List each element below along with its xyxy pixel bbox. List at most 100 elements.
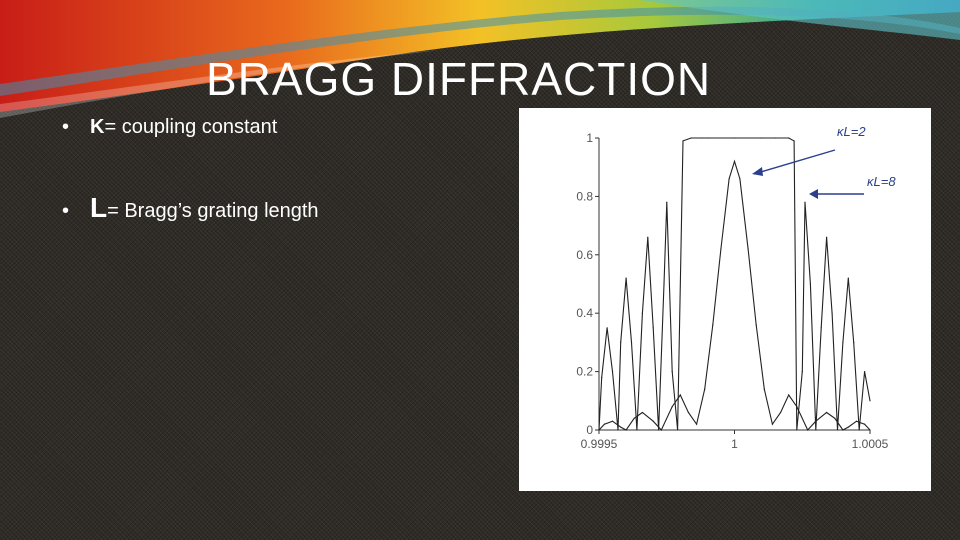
data-point-kl8 bbox=[652, 327, 654, 329]
data-point-kl8 bbox=[617, 429, 619, 431]
data-point-kl2 bbox=[739, 178, 741, 180]
data-point-kl8 bbox=[647, 236, 649, 238]
annotation-kl2: κL=2 bbox=[837, 124, 866, 139]
data-point-kl8 bbox=[636, 429, 638, 431]
series-line-kl2 bbox=[598, 159, 871, 431]
data-point-kl2 bbox=[755, 324, 757, 326]
annotation-kl8: κL=8 bbox=[867, 174, 896, 189]
data-point-kl8 bbox=[598, 429, 600, 431]
slide-title: BRAGG DIFFRACTION bbox=[206, 53, 712, 105]
data-point-kl2 bbox=[763, 388, 765, 390]
data-point-kl8 bbox=[733, 137, 736, 139]
arrowhead-kl2 bbox=[752, 167, 763, 176]
data-point-kl8 bbox=[701, 137, 703, 139]
y-tick-label: 0.8 bbox=[576, 189, 593, 203]
data-point-kl8 bbox=[682, 140, 684, 142]
data-point-kl8 bbox=[788, 137, 790, 139]
data-point-kl8 bbox=[611, 371, 614, 373]
data-point-kl8 bbox=[658, 429, 660, 431]
data-point-kl2 bbox=[855, 420, 858, 422]
y-tick-label: 0.6 bbox=[576, 248, 593, 262]
data-point-kl2 bbox=[779, 411, 782, 414]
data-point-kl2 bbox=[728, 178, 730, 180]
data-point-kl8 bbox=[820, 327, 822, 329]
data-point-kl8 bbox=[793, 140, 795, 142]
data-point-kl8 bbox=[809, 283, 811, 285]
data-point-kl8 bbox=[761, 137, 763, 139]
data-point-kl2 bbox=[826, 411, 828, 414]
y-tick-label: 0 bbox=[586, 423, 593, 437]
data-point-kl2 bbox=[842, 429, 844, 431]
data-point-kl8 bbox=[601, 376, 603, 379]
data-point-kl8 bbox=[663, 283, 665, 285]
data-point-kl8 bbox=[774, 137, 776, 139]
data-point-kl2 bbox=[733, 160, 736, 162]
data-point-kl2 bbox=[652, 420, 654, 422]
data-point-kl2 bbox=[641, 411, 643, 414]
data-point-kl8 bbox=[847, 277, 849, 279]
y-tick-label: 0.2 bbox=[576, 365, 593, 379]
data-point-kl2 bbox=[603, 423, 606, 425]
data-point-kl8 bbox=[836, 429, 839, 431]
data-point-kl2 bbox=[660, 429, 662, 431]
y-tick-label: 1 bbox=[586, 131, 593, 145]
annotation-arrow-kl2 bbox=[753, 149, 836, 175]
bullet-grating-length: • L = Bragg’s grating length bbox=[62, 192, 319, 224]
data-point-kl2 bbox=[679, 394, 681, 396]
data-point-kl8 bbox=[804, 201, 806, 203]
bullet-coupling-constant: • K = coupling constant bbox=[62, 116, 277, 139]
data-point-kl8 bbox=[690, 137, 692, 139]
data-point-kl8 bbox=[842, 341, 844, 343]
length-symbol: L bbox=[90, 192, 108, 223]
data-point-kl8 bbox=[831, 312, 833, 314]
data-point-kl2 bbox=[807, 429, 809, 431]
data-point-kl8 bbox=[853, 341, 855, 343]
x-tick-label: 0.9995 bbox=[581, 437, 618, 451]
data-point-kl2 bbox=[771, 423, 774, 425]
data-point-kl8 bbox=[815, 429, 817, 431]
data-point-kl8 bbox=[826, 236, 828, 238]
arrowhead-kl8 bbox=[809, 189, 818, 199]
data-point-kl8 bbox=[801, 371, 803, 373]
x-tick-label: 1 bbox=[731, 437, 738, 451]
data-point-kl2 bbox=[869, 429, 871, 431]
kappa-symbol: K bbox=[90, 116, 105, 138]
data-point-kl2 bbox=[625, 429, 627, 431]
x-tick-label: 1.0005 bbox=[852, 437, 889, 451]
data-point-kl8 bbox=[706, 137, 708, 139]
data-point-kl2 bbox=[712, 324, 714, 326]
bullet-text: = coupling constant bbox=[104, 116, 278, 138]
data-point-kl8 bbox=[620, 341, 622, 343]
bullet-marker: • bbox=[62, 116, 70, 138]
bullet-text: = Bragg’s grating length bbox=[107, 200, 319, 222]
data-point-kl2 bbox=[834, 417, 836, 419]
data-point-kl8 bbox=[625, 277, 627, 279]
data-point-kl8 bbox=[796, 429, 798, 431]
data-point-kl8 bbox=[606, 327, 608, 329]
data-point-kl2 bbox=[788, 394, 790, 396]
decorative-ribbon bbox=[0, 0, 960, 118]
data-point-kl2 bbox=[847, 426, 849, 428]
data-point-kl8 bbox=[869, 400, 871, 402]
data-point-kl8 bbox=[641, 312, 643, 314]
y-tick-label: 0.4 bbox=[576, 306, 593, 320]
data-point-kl2 bbox=[863, 423, 866, 425]
data-point-kl8 bbox=[863, 371, 866, 373]
data-point-kl8 bbox=[671, 371, 673, 373]
data-point-kl2 bbox=[687, 411, 690, 414]
data-point-kl8 bbox=[858, 429, 860, 431]
data-point-kl2 bbox=[720, 248, 722, 250]
data-point-kl8 bbox=[666, 201, 668, 203]
reflectivity-plot: 0 0.2 0.4 0.6 0.8 1 0.9995 1 1.0005 κL=2 κL=8 bbox=[576, 124, 896, 451]
bullet-marker: • bbox=[62, 200, 70, 222]
data-point-kl2 bbox=[671, 406, 673, 408]
data-point-kl2 bbox=[704, 388, 706, 390]
data-point-kl8 bbox=[676, 429, 679, 431]
series-line-kl8 bbox=[598, 137, 871, 431]
reflectivity-chart: 0 0.2 0.4 0.6 0.8 1 0.9995 1 1.0005 κL=2 κL=8 bbox=[519, 108, 931, 491]
data-point-kl2 bbox=[620, 426, 622, 428]
data-point-kl2 bbox=[633, 417, 635, 419]
data-point-kl8 bbox=[630, 341, 633, 343]
data-point-kl2 bbox=[747, 248, 749, 250]
data-point-kl2 bbox=[695, 423, 698, 425]
